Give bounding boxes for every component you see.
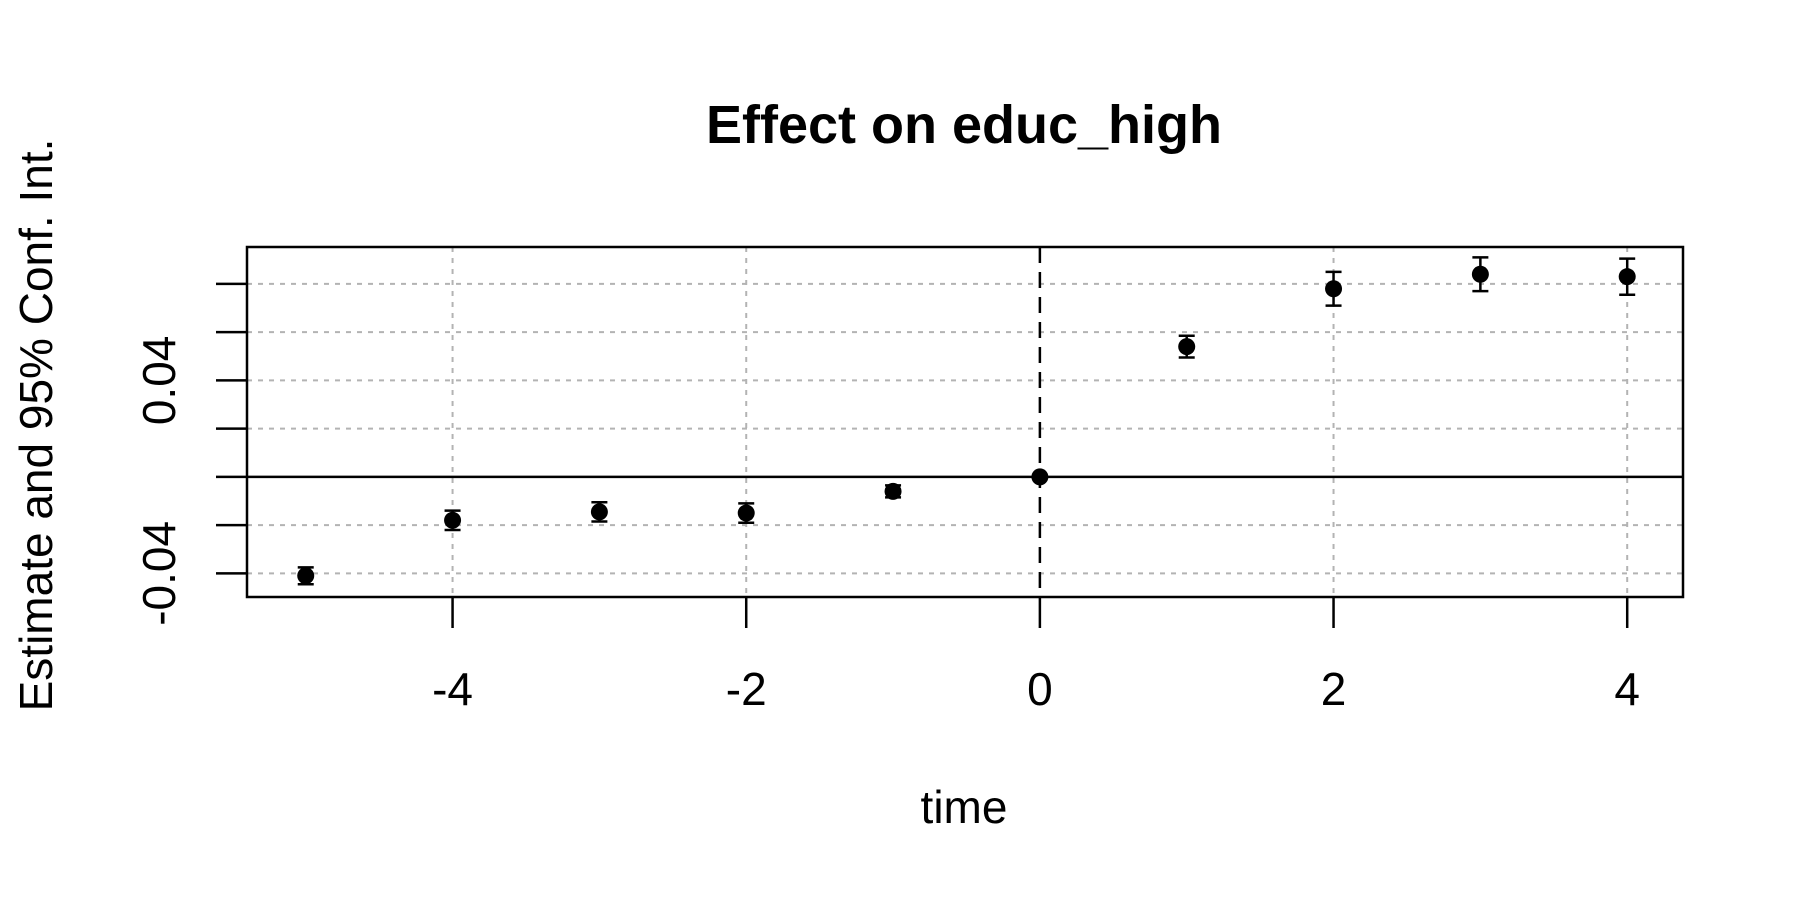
x-tick-label: -4 bbox=[432, 663, 473, 715]
data-point bbox=[884, 482, 902, 500]
data-point bbox=[1031, 468, 1049, 486]
chart-title: Effect on educ_high bbox=[706, 95, 1222, 155]
x-axis-label: time bbox=[921, 781, 1008, 833]
data-point bbox=[1471, 265, 1489, 283]
y-tick-label: 0.04 bbox=[133, 336, 185, 426]
plot-frame bbox=[245, 245, 1685, 599]
axes: -4 -2 0 2 4 -0.04 0.04 bbox=[133, 282, 1640, 715]
data-points bbox=[297, 256, 1636, 586]
data-point bbox=[1178, 338, 1196, 356]
y-axis-label: Estimate and 95% Conf. Int. bbox=[10, 139, 62, 712]
y-tick-label: -0.04 bbox=[133, 521, 185, 626]
x-tick-label: 4 bbox=[1614, 663, 1640, 715]
data-point bbox=[1325, 280, 1343, 298]
x-tick-label: -2 bbox=[726, 663, 767, 715]
grid-lines bbox=[247, 247, 1683, 597]
reference-lines bbox=[247, 247, 1683, 597]
data-point bbox=[444, 511, 462, 529]
x-tick-label: 2 bbox=[1321, 663, 1347, 715]
data-point bbox=[1618, 268, 1636, 286]
data-point bbox=[297, 567, 315, 585]
x-tick-label: 0 bbox=[1027, 663, 1053, 715]
data-point bbox=[737, 504, 755, 522]
data-point bbox=[590, 503, 608, 521]
